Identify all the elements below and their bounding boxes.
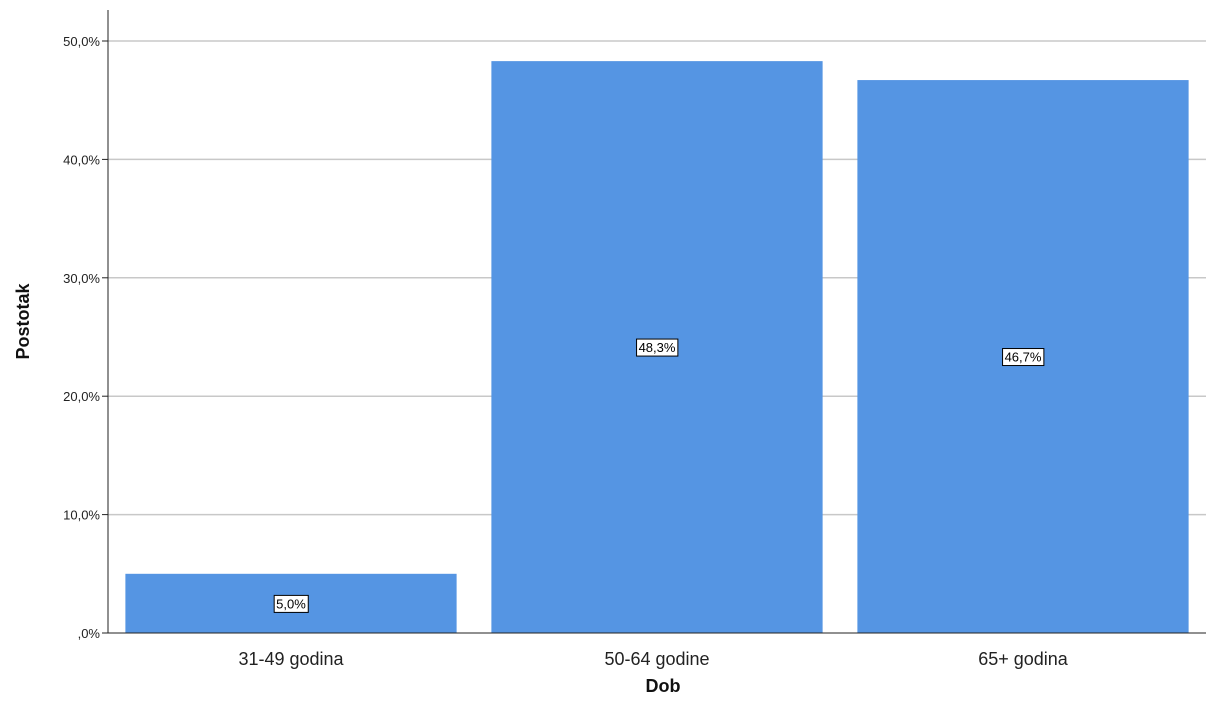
data-label-box: [273, 594, 309, 613]
y-tick-label: ,0%: [78, 626, 101, 641]
data-label: 46,7%: [1002, 348, 1045, 367]
x-tick-label: 31-49 godina: [238, 649, 344, 669]
x-tick-labels: 31-49 godina 50-64 godine 65+ godina: [238, 649, 1068, 669]
data-label-box: [636, 338, 679, 357]
y-tick-label: 50,0%: [63, 34, 100, 49]
data-label-text: 48,3%: [639, 340, 676, 355]
x-tick-label: 50-64 godine: [604, 649, 709, 669]
y-tick-label: 20,0%: [63, 389, 100, 404]
y-tick-label: 10,0%: [63, 508, 100, 523]
data-label-text: 5,0%: [276, 596, 306, 611]
data-labels: 5,0% 48,3% 46,7%: [273, 338, 1045, 613]
y-tick-labels: ,0% 10,0% 20,0% 30,0% 40,0% 50,0%: [63, 34, 108, 641]
data-label: 5,0%: [273, 594, 309, 613]
data-label-box: [1002, 348, 1045, 367]
x-tick-label: 65+ godina: [978, 649, 1069, 669]
y-axis-title: Postotak: [13, 283, 33, 360]
x-axis-title: Dob: [646, 676, 681, 696]
y-tick-label: 40,0%: [63, 152, 100, 167]
y-tick-label: 30,0%: [63, 271, 100, 286]
data-label-text: 46,7%: [1005, 350, 1042, 365]
axes: [107, 10, 1206, 634]
data-label: 48,3%: [636, 338, 679, 357]
